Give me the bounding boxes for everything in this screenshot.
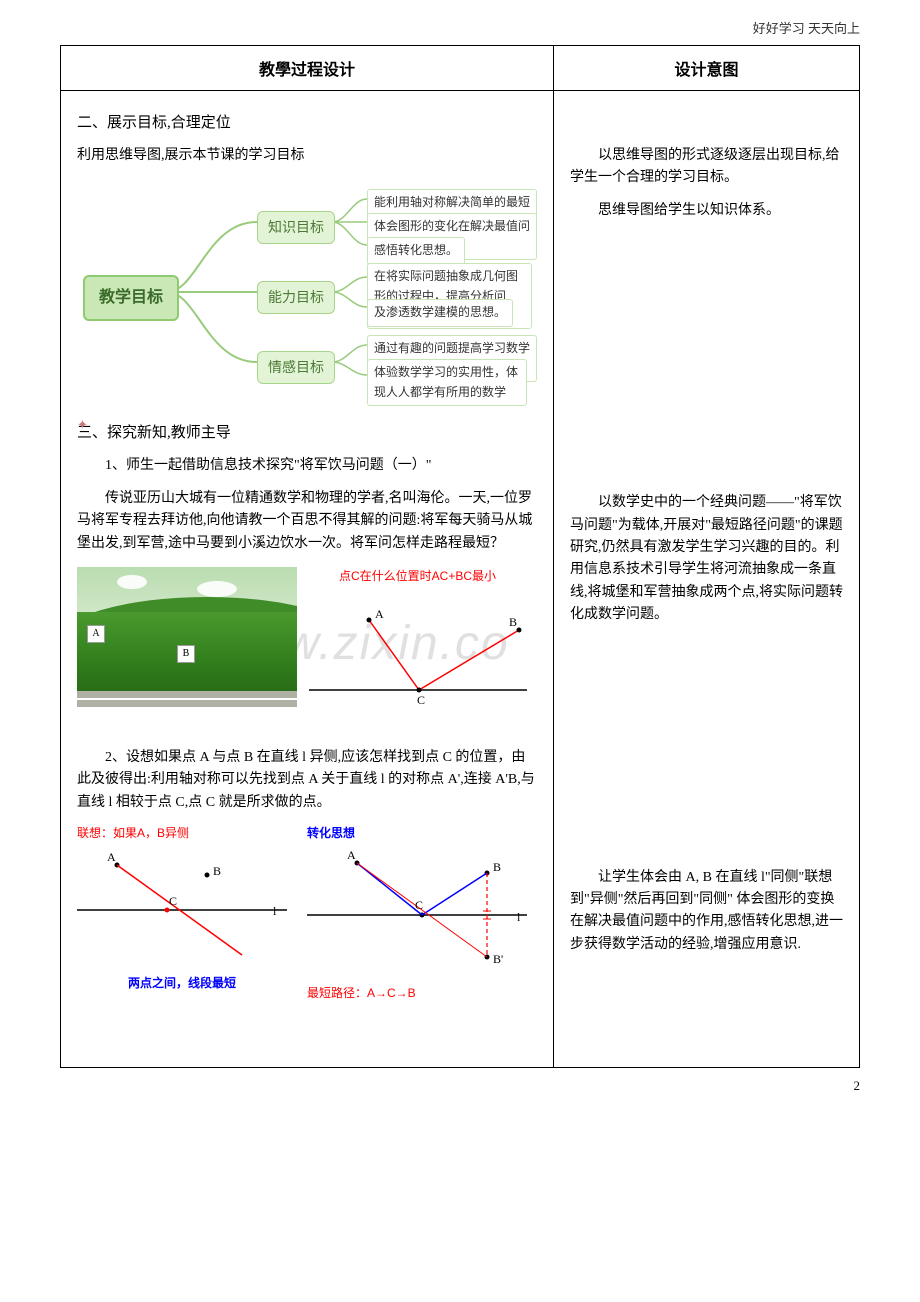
mm-mid-ability: 能力目标 <box>257 281 335 313</box>
diag2l-svg: A B C l <box>77 845 287 965</box>
col-header-process: 教學过程设计 <box>61 46 554 91</box>
s3-right-p2: 让学生体会由 A, B 在直线 l"同侧"联想到"异侧"然后再回到"同侧" 体会… <box>570 867 843 957</box>
section3-item2: 2、设想如果点 A 与点 B 在直线 l 异侧,应该怎样找到点 C 的位置，由此… <box>77 747 537 814</box>
mm-mid-knowledge: 知识目标 <box>257 211 335 243</box>
diag2r-top: 转化思想 <box>307 824 537 843</box>
svg-text:C: C <box>415 898 423 912</box>
diagram-row: 联想：如果A，B异侧 A B C l 两点之间，线段最短 <box>77 824 537 1003</box>
svg-text:l: l <box>517 910 521 924</box>
page-header: 好好学习 天天向上 <box>0 0 920 45</box>
diag1-svg: A B C <box>309 590 527 710</box>
scene-illustration: A B <box>77 567 297 707</box>
mm-leaf5: 及渗透数学建模的思想。 <box>367 299 513 326</box>
section3-title: 三、探究新知,教师主导 <box>77 421 537 445</box>
section3-story: 传说亚历山大城有一位精通数学和物理的学者,名叫海伦。一天,一位罗马将军专程去拜访… <box>77 488 537 555</box>
cell-section2-right: 以思维导图的形式逐级逐层出现目标,给学生一个合理的学习目标。 思维导图给学生以知… <box>554 91 860 1068</box>
diagram-ac-bc: 点C在什么位置时AC+BC最小 A B C <box>309 567 527 707</box>
svg-text:B: B <box>213 864 221 878</box>
col-header-intent: 设计意图 <box>554 46 860 91</box>
svg-text:A: A <box>107 850 116 864</box>
mm-mid-emotion: 情感目标 <box>257 351 335 383</box>
svg-text:B': B' <box>493 952 503 966</box>
diag2r-svg: A B B' C l <box>307 845 537 975</box>
section2-subtitle: 利用思维导图,展示本节课的学习目标 <box>77 145 537 167</box>
s2-right-p1: 以思维导图的形式逐级逐层出现目标,给学生一个合理的学习目标。 <box>570 145 843 190</box>
svg-text:B: B <box>509 615 517 629</box>
mm-root: 教学目标 <box>83 275 179 321</box>
lesson-table: 教學过程设计 设计意图 二、展示目标,合理定位 利用思维导图,展示本节课的学习目… <box>60 45 860 1068</box>
mm-leaf3: 感悟转化思想。 <box>367 237 465 264</box>
decorative-dot: ✦ <box>77 415 88 436</box>
diag2l-bottom: 两点之间，线段最短 <box>77 974 287 993</box>
s3-right-p1: 以数学史中的一个经典问题——"将军饮马问题"为载体,开展对"最短路径问题"的课题… <box>570 492 843 626</box>
svg-text:B: B <box>493 860 501 874</box>
diag1-caption: 点C在什么位置时AC+BC最小 <box>309 567 527 586</box>
diag2l-top: 联想：如果A，B异侧 <box>77 824 287 843</box>
mindmap: 教学目标 知识目标 能力目标 情感目标 能利用轴对称解决简单的最短路径问题。 体… <box>77 177 537 407</box>
diagram-opposite-side: 联想：如果A，B异侧 A B C l 两点之间，线段最短 <box>77 824 287 1003</box>
svg-text:C: C <box>417 693 425 707</box>
cell-section2-left: 二、展示目标,合理定位 利用思维导图,展示本节课的学习目标 教学目标 <box>61 91 554 1068</box>
mm-leaf7: 体验数学学习的实用性，体现人人都学有所用的数学 <box>367 359 527 405</box>
page-number: 2 <box>0 1068 920 1114</box>
section3-item1: 1、师生一起借助信息技术探究"将军饮马问题（一）" <box>77 455 537 477</box>
svg-text:l: l <box>273 904 277 918</box>
s2-right-p2: 思维导图给学生以知识体系。 <box>570 200 843 222</box>
svg-text:C: C <box>169 894 177 908</box>
diag2r-bottom: 最短路径：A→C→B <box>307 984 537 1003</box>
svg-text:A: A <box>375 607 384 621</box>
svg-text:A: A <box>347 848 356 862</box>
section2-title: 二、展示目标,合理定位 <box>77 111 537 135</box>
diagram-transform: 转化思想 A B B <box>307 824 537 1003</box>
